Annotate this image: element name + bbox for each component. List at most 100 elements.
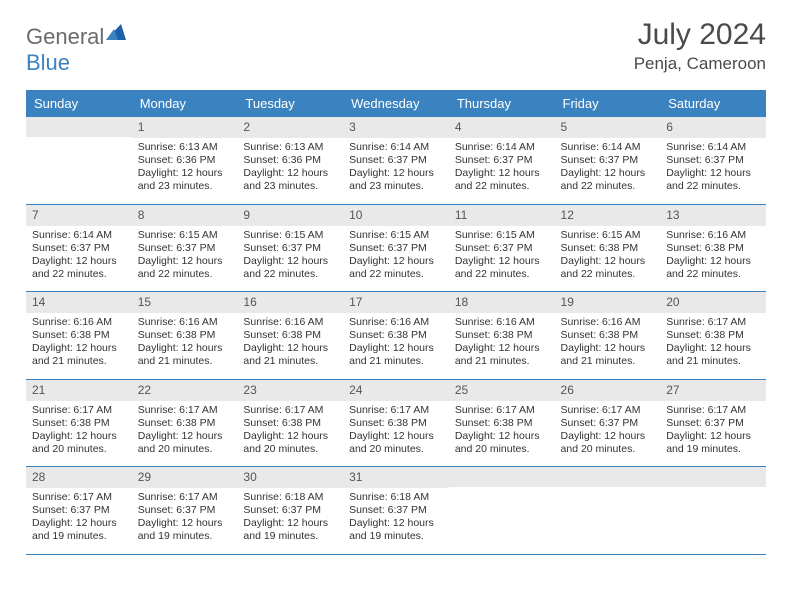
sunrise-text: Sunrise: 6:15 AM [138,229,232,242]
day-body: Sunrise: 6:17 AMSunset: 6:38 PMDaylight:… [26,401,132,467]
daylight-line2: and 20 minutes. [561,443,655,456]
calendar-day-cell: 5Sunrise: 6:14 AMSunset: 6:37 PMDaylight… [555,117,661,205]
day-body: Sunrise: 6:15 AMSunset: 6:37 PMDaylight:… [343,226,449,292]
calendar-week-row: 7Sunrise: 6:14 AMSunset: 6:37 PMDaylight… [26,204,766,292]
calendar-day-cell: 19Sunrise: 6:16 AMSunset: 6:38 PMDayligh… [555,292,661,380]
daylight-line2: and 21 minutes. [138,355,232,368]
sunrise-text: Sunrise: 6:18 AM [349,491,443,504]
day-number: 21 [26,380,132,401]
daylight-line1: Daylight: 12 hours [32,255,126,268]
sunrise-text: Sunrise: 6:15 AM [561,229,655,242]
daylight-line2: and 19 minutes. [138,530,232,543]
day-body: Sunrise: 6:16 AMSunset: 6:38 PMDaylight:… [343,313,449,379]
sunrise-text: Sunrise: 6:16 AM [138,316,232,329]
sunset-text: Sunset: 6:37 PM [32,504,126,517]
daylight-line1: Daylight: 12 hours [455,430,549,443]
sunset-text: Sunset: 6:38 PM [455,417,549,430]
day-number-empty [660,467,766,487]
daylight-line1: Daylight: 12 hours [455,342,549,355]
day-number: 20 [660,292,766,313]
sunset-text: Sunset: 6:37 PM [32,242,126,255]
day-number: 2 [237,117,343,138]
daylight-line2: and 22 minutes. [32,268,126,281]
calendar-header-row: SundayMondayTuesdayWednesdayThursdayFrid… [26,91,766,117]
sunrise-text: Sunrise: 6:14 AM [32,229,126,242]
weekday-header: Sunday [26,91,132,117]
sunset-text: Sunset: 6:38 PM [349,329,443,342]
day-number: 14 [26,292,132,313]
daylight-line2: and 23 minutes. [243,180,337,193]
day-body: Sunrise: 6:14 AMSunset: 6:37 PMDaylight:… [26,226,132,292]
daylight-line1: Daylight: 12 hours [455,255,549,268]
daylight-line1: Daylight: 12 hours [243,517,337,530]
calendar-day-cell: 16Sunrise: 6:16 AMSunset: 6:38 PMDayligh… [237,292,343,380]
day-body: Sunrise: 6:17 AMSunset: 6:37 PMDaylight:… [555,401,661,467]
day-number: 3 [343,117,449,138]
calendar-day-cell: 29Sunrise: 6:17 AMSunset: 6:37 PMDayligh… [132,467,238,555]
calendar-day-cell: 18Sunrise: 6:16 AMSunset: 6:38 PMDayligh… [449,292,555,380]
day-body: Sunrise: 6:15 AMSunset: 6:38 PMDaylight:… [555,226,661,292]
sunrise-text: Sunrise: 6:15 AM [243,229,337,242]
day-number: 13 [660,205,766,226]
daylight-line2: and 20 minutes. [32,443,126,456]
day-body-empty [555,487,661,539]
daylight-line2: and 23 minutes. [349,180,443,193]
calendar-day-cell: 15Sunrise: 6:16 AMSunset: 6:38 PMDayligh… [132,292,238,380]
day-number: 16 [237,292,343,313]
calendar-week-row: 14Sunrise: 6:16 AMSunset: 6:38 PMDayligh… [26,292,766,380]
sunrise-text: Sunrise: 6:16 AM [349,316,443,329]
calendar-day-cell: 3Sunrise: 6:14 AMSunset: 6:37 PMDaylight… [343,117,449,205]
location: Penja, Cameroon [634,54,766,74]
day-body: Sunrise: 6:16 AMSunset: 6:38 PMDaylight:… [555,313,661,379]
calendar-day-cell: 17Sunrise: 6:16 AMSunset: 6:38 PMDayligh… [343,292,449,380]
calendar-week-row: 28Sunrise: 6:17 AMSunset: 6:37 PMDayligh… [26,467,766,555]
sunrise-text: Sunrise: 6:17 AM [138,491,232,504]
day-body: Sunrise: 6:17 AMSunset: 6:38 PMDaylight:… [237,401,343,467]
daylight-line2: and 22 minutes. [455,268,549,281]
sunrise-text: Sunrise: 6:17 AM [349,404,443,417]
sunset-text: Sunset: 6:37 PM [666,154,760,167]
daylight-line1: Daylight: 12 hours [32,517,126,530]
daylight-line2: and 20 minutes. [455,443,549,456]
day-body: Sunrise: 6:16 AMSunset: 6:38 PMDaylight:… [132,313,238,379]
day-body: Sunrise: 6:16 AMSunset: 6:38 PMDaylight:… [660,226,766,292]
daylight-line2: and 23 minutes. [138,180,232,193]
calendar-day-cell: 28Sunrise: 6:17 AMSunset: 6:37 PMDayligh… [26,467,132,555]
daylight-line1: Daylight: 12 hours [243,167,337,180]
sunrise-text: Sunrise: 6:16 AM [32,316,126,329]
day-number: 24 [343,380,449,401]
day-body: Sunrise: 6:17 AMSunset: 6:38 PMDaylight:… [343,401,449,467]
daylight-line1: Daylight: 12 hours [666,430,760,443]
daylight-line2: and 22 minutes. [561,180,655,193]
daylight-line2: and 21 minutes. [349,355,443,368]
day-number-empty [449,467,555,487]
calendar-day-cell: 27Sunrise: 6:17 AMSunset: 6:37 PMDayligh… [660,379,766,467]
calendar-day-cell: 2Sunrise: 6:13 AMSunset: 6:36 PMDaylight… [237,117,343,205]
sunset-text: Sunset: 6:38 PM [138,329,232,342]
sunset-text: Sunset: 6:37 PM [138,504,232,517]
day-number: 5 [555,117,661,138]
daylight-line1: Daylight: 12 hours [138,430,232,443]
logo: General Blue [26,18,126,76]
calendar-day-cell [26,117,132,205]
day-body: Sunrise: 6:13 AMSunset: 6:36 PMDaylight:… [237,138,343,204]
daylight-line1: Daylight: 12 hours [455,167,549,180]
sunrise-text: Sunrise: 6:17 AM [455,404,549,417]
sunrise-text: Sunrise: 6:15 AM [455,229,549,242]
logo-triangle-icon [106,24,126,45]
daylight-line1: Daylight: 12 hours [561,342,655,355]
daylight-line2: and 22 minutes. [666,268,760,281]
day-number: 8 [132,205,238,226]
daylight-line1: Daylight: 12 hours [138,517,232,530]
daylight-line2: and 20 minutes. [349,443,443,456]
day-number: 19 [555,292,661,313]
daylight-line2: and 22 minutes. [243,268,337,281]
weekday-header: Friday [555,91,661,117]
calendar-day-cell: 1Sunrise: 6:13 AMSunset: 6:36 PMDaylight… [132,117,238,205]
daylight-line1: Daylight: 12 hours [32,430,126,443]
weekday-header: Wednesday [343,91,449,117]
calendar-day-cell: 11Sunrise: 6:15 AMSunset: 6:37 PMDayligh… [449,204,555,292]
daylight-line2: and 21 minutes. [561,355,655,368]
sunrise-text: Sunrise: 6:17 AM [243,404,337,417]
daylight-line2: and 22 minutes. [561,268,655,281]
